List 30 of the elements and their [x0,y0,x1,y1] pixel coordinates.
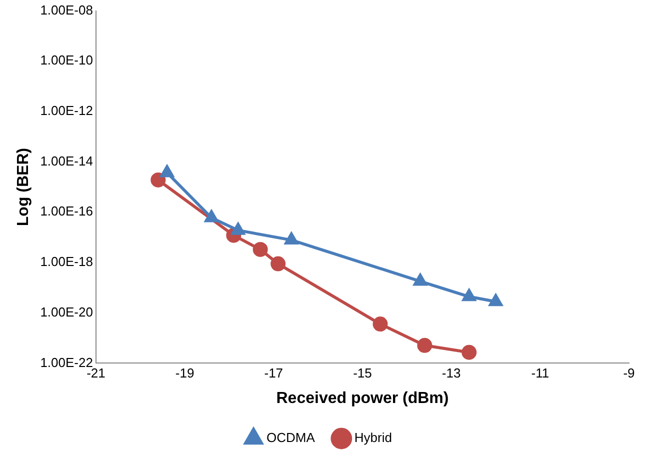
point [204,210,218,222]
x-tick-label: -17 [264,366,284,381]
point [231,222,245,235]
point [462,344,477,360]
point [252,242,268,257]
x-tick-label: -15 [353,366,372,381]
y-tick-label: 1.00E-12 [40,103,93,118]
point [414,274,427,286]
x-tick-label: -11 [531,366,550,381]
point [270,256,286,272]
y-tick-label: 1.00E-18 [40,254,93,270]
point [284,232,298,245]
y-tick-label: 1.00E-08 [40,2,93,18]
legend-label: Hybrid [354,430,392,446]
point [372,316,388,332]
point [160,165,174,178]
x-tick-label: -19 [175,366,194,381]
x-axis-title: Received power (dBm) [276,390,449,407]
y-tick-label: 1.00E-14 [40,153,93,168]
point [489,294,502,306]
point [417,338,432,353]
y-axis-title: Log (BER) [15,148,32,226]
point [462,289,476,302]
legend-label: OCDMA [266,430,316,446]
x-tick-label: -9 [623,366,635,381]
point [150,172,166,188]
y-tick-label: 1.00E-20 [40,304,93,320]
y-tick-label: 1.00E-10 [40,52,93,68]
x-tick-label: -13 [442,366,461,381]
y-tick-label: 1.00E-16 [40,204,93,219]
